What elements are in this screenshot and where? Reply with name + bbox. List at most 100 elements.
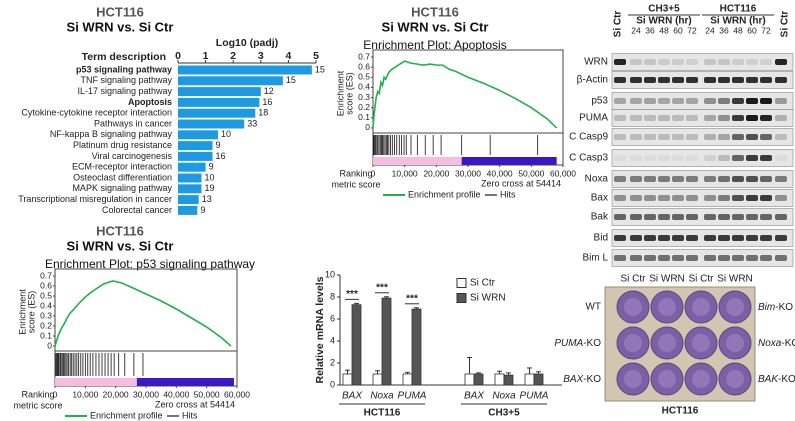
x-tick-label: 30,000 [455,168,481,178]
row-label-gene: BAK [758,374,779,385]
blot-band [658,214,670,220]
blot-band [732,214,744,220]
blot-band [614,115,626,121]
protein-label: PUMA [579,113,608,124]
well-center [692,334,710,352]
blot-band [760,59,772,65]
time-label: 48 [733,25,743,35]
blot-band [704,115,716,121]
category-header: Term description [82,51,166,63]
protein-label: Bid [594,233,608,244]
category-label: MAPK signaling pathway [72,183,172,193]
x-tick-label: 60,000 [550,168,576,178]
y-tick-label: 0.7 [358,51,370,61]
blot-band [718,235,730,241]
x-tick-label: 60,000 [224,389,250,399]
blot-band [686,235,698,241]
enrichment-curve [54,280,232,347]
blot-band [704,255,716,261]
protein-label: Bim L [582,253,608,264]
blot-band [672,214,684,220]
legend-label: Enrichment profile [90,410,163,420]
error-bar [354,302,359,305]
blot-strip [611,170,794,188]
cell-line-label: CH3+5 [648,4,680,15]
rank-band [373,157,462,165]
chart-title: Si WRN vs. Si Ctr [67,238,174,253]
blot-band [718,214,730,220]
blot-band [686,98,698,104]
blot-band [672,155,684,161]
y-tick-label: 0 [330,379,335,389]
blot-band [686,214,698,220]
y-tick-label: 0.3 [358,92,370,102]
category-label: p53 signaling pathway [76,64,172,74]
blot-strip [611,71,794,89]
bar [402,373,413,386]
blot-band [732,115,744,121]
blot-band [686,155,698,161]
blot-band [746,59,758,65]
gene-count: 10 [221,129,231,139]
blot-band [644,98,656,104]
bar [178,76,283,86]
well-center [658,370,676,388]
x-tick-label: 50,000 [518,168,544,178]
blot-band [686,255,698,261]
blot-band [775,115,787,121]
row-label: PUMA-KO [554,338,601,349]
x-tick-label: 4 [285,50,291,62]
blot-band [760,176,772,182]
blot-band [746,195,758,201]
legend-label: Si Ctr [470,278,496,289]
blot-band [614,59,626,65]
y-tick-label: 0.2 [358,102,370,112]
category-label: Noxa [492,391,516,402]
blot-band [775,255,787,261]
row-label-suffix: -KO [583,338,601,349]
error-bar [405,371,410,374]
category-label: Transcriptional misregulation in cancer [18,194,172,204]
blot-band [760,155,772,161]
blot-band [718,77,730,83]
row-label: Noxa-KO [758,338,795,349]
x-tick-label: 20,000 [423,168,449,178]
y-axis-label: Enrichment [17,289,27,335]
blot-band [686,195,698,201]
blot-band [746,77,758,83]
blot-strip [611,189,794,207]
bar [503,374,514,386]
blot-band [704,59,716,65]
blot-band [672,59,684,65]
blot-band [686,176,698,182]
blot-band [718,115,730,121]
bar [178,205,198,215]
y-tick-label: 0.1 [358,112,370,122]
blot-band [775,214,787,220]
gene-count: 15 [315,64,325,74]
blot-band [630,235,642,241]
blot-band [672,98,684,104]
blot-band [672,77,684,83]
legend-label: Enrichment profile [408,189,481,199]
well-center [658,334,676,352]
time-label: 36 [719,25,729,35]
x-tick-label: 20,000 [103,389,129,399]
protein-label: Bak [591,212,609,223]
annotation: Zero cross at 54414 [155,399,235,409]
category-label: Platinum drug resistance [73,140,172,150]
time-label: 60 [673,25,683,35]
rank-band [136,378,234,386]
protein-label: WRN [584,57,608,68]
blot-band [672,235,684,241]
control-label: Si Ctr [780,11,791,38]
gene-count: 9 [209,162,214,172]
category-label: ECM-receptor interaction [72,162,172,172]
error-bar [345,369,350,374]
protein-label: Noxa [585,174,609,185]
gene-count: 9 [216,140,221,150]
blot-band [614,214,626,220]
row-label-gene: PUMA [554,338,583,349]
row-label: Bim-KO [758,302,793,313]
bar [372,373,383,386]
